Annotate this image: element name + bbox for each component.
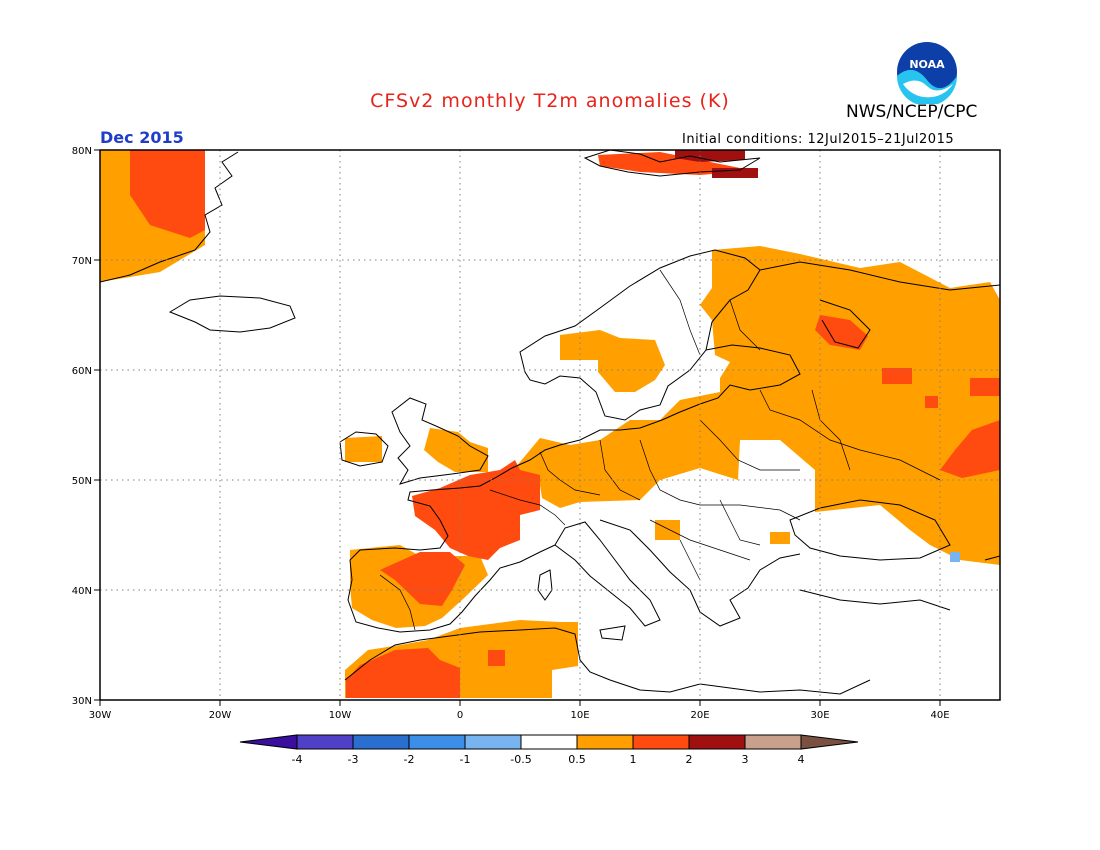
colorbar-bin — [352, 734, 410, 750]
noaa-logo: NOAA — [895, 40, 959, 108]
tick-marks — [94, 149, 941, 706]
country-borders — [379, 269, 941, 631]
anomaly-blue-spot — [950, 552, 960, 562]
colorbar-label: -0.5 — [510, 753, 531, 766]
month-label: Dec 2015 — [100, 128, 184, 147]
chart-title: CFSv2 monthly T2m anomalies (K) — [370, 90, 730, 112]
map-frame — [99, 149, 1001, 701]
colorbar-arrow-low — [239, 734, 298, 750]
colorbar-bin — [408, 734, 466, 750]
coastlines — [99, 149, 1001, 695]
colorbar-label: 0.5 — [568, 753, 586, 766]
lat-labels: 80N 70N 60N 50N 40N 30N — [72, 146, 92, 707]
lon-label: 30E — [810, 710, 829, 721]
lon-label: 10W — [329, 710, 352, 721]
lat-label: 40N — [72, 586, 92, 597]
colorbar-label: 2 — [686, 753, 693, 766]
colorbar-labels: -4 -3 -2 -1 -0.5 0.5 1 2 3 4 — [292, 753, 805, 766]
colorbar-bin — [576, 734, 634, 750]
colorbar-label: -4 — [292, 753, 303, 766]
colorbar-bin — [632, 734, 690, 750]
lon-label: 20E — [690, 710, 709, 721]
lon-label: 30W — [89, 710, 112, 721]
colorbar-bin — [464, 734, 522, 750]
colorbar-label: -1 — [460, 753, 471, 766]
lat-label: 30N — [72, 696, 92, 707]
lon-labels: 30W 20W 10W 0 10E 20E 30E 40E — [89, 710, 950, 721]
colorbar-label: 1 — [630, 753, 637, 766]
org-label: NWS/NCEP/CPC — [846, 102, 978, 122]
colorbar-bin — [688, 734, 746, 750]
colorbar-arrow-high — [800, 734, 859, 750]
lat-label: 70N — [72, 256, 92, 267]
map-area — [99, 149, 1001, 701]
colorbar-bin — [296, 734, 354, 750]
colorbar-bin — [520, 734, 578, 750]
initial-conditions: Initial conditions: 12Jul2015–21Jul2015 — [682, 132, 955, 147]
colorbar-label: -3 — [348, 753, 359, 766]
anomaly-red-region — [130, 150, 1000, 698]
colorbar-label: 4 — [798, 753, 805, 766]
colorbar-label: -2 — [404, 753, 415, 766]
colorbar-bin — [744, 734, 802, 750]
lat-label: 60N — [72, 366, 92, 377]
colorbar — [239, 734, 859, 750]
lat-label: 80N — [72, 146, 92, 157]
noaa-logo-text: NOAA — [909, 58, 945, 71]
colorbar-label: 3 — [742, 753, 749, 766]
lon-label: 40E — [930, 710, 949, 721]
gridlines — [100, 150, 1000, 700]
lon-label: 0 — [457, 710, 463, 721]
lon-label: 10E — [570, 710, 589, 721]
lon-label: 20W — [209, 710, 232, 721]
lat-label: 50N — [72, 476, 92, 487]
